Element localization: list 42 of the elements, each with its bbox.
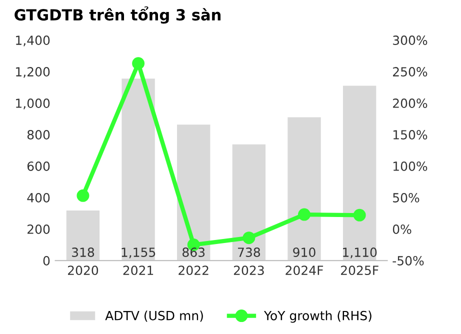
- point: [242, 232, 256, 244]
- chart-title: GTGDTB trên tổng 3 sàn: [14, 6, 220, 24]
- y2-tick-label: 250%: [393, 67, 428, 76]
- x-tick-label: 2021: [123, 266, 154, 276]
- bar: [288, 117, 321, 261]
- y-tick-label: 600: [27, 162, 50, 171]
- y2-tick-label: 150%: [393, 130, 428, 140]
- point: [298, 208, 311, 221]
- y2-tick-label: 50%: [393, 193, 420, 202]
- point: [353, 208, 366, 222]
- y2-tick-label: 300%: [393, 36, 428, 46]
- bar: [342, 86, 376, 261]
- bar: [122, 78, 155, 261]
- data-label: 738: [238, 248, 260, 257]
- y-tick-label: 1,200: [16, 67, 50, 78]
- y-tick-label: 1,400: [16, 36, 50, 46]
- data-label: 318: [72, 248, 94, 257]
- data-label: 863: [182, 248, 205, 257]
- y2-tick-label: 100%: [393, 162, 428, 171]
- y-tick-label: 1,000: [16, 98, 50, 110]
- y-tick-label: 200: [28, 224, 50, 234]
- data-label: 910: [293, 248, 316, 257]
- bar: [232, 144, 266, 261]
- y-tick-label: 800: [27, 130, 50, 140]
- bar: [177, 124, 210, 261]
- y-tick-label: 400: [27, 193, 50, 202]
- x-tick-label: 2022: [178, 266, 208, 276]
- x-tick-label: 2024F: [286, 266, 324, 276]
- point: [132, 57, 145, 70]
- y2-tick-label: -50%: [392, 256, 424, 266]
- bar: [66, 210, 100, 261]
- x-tick-label: 2020: [68, 266, 98, 276]
- data-label: 1,110: [343, 248, 377, 258]
- y2-tick-label: 0%: [392, 224, 412, 234]
- y2-tick-label: 200%: [393, 98, 428, 108]
- legend-label: YoY growth (RHS): [264, 310, 372, 323]
- y-tick-label: 0: [43, 256, 50, 266]
- legend-label: ADTV (USD mn): [105, 310, 203, 322]
- x-tick-label: 2025F: [340, 266, 378, 276]
- data-label: 1,155: [122, 248, 156, 258]
- point: [76, 189, 90, 202]
- x-tick-label: 2023: [234, 266, 264, 276]
